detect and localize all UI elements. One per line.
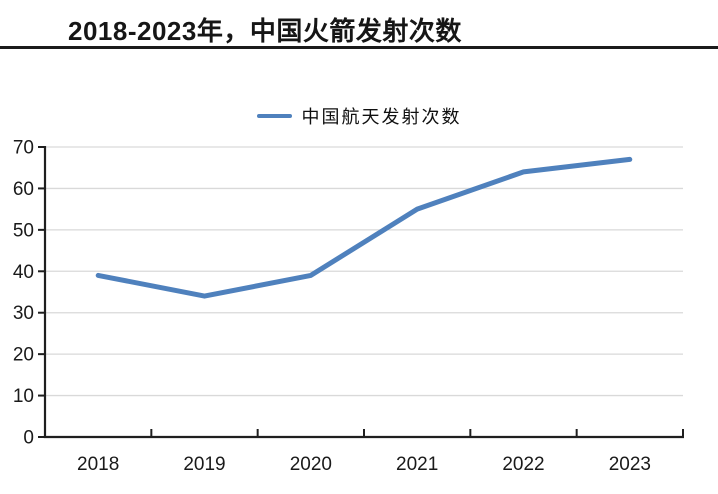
chart-title: 2018-2023年，中国火箭发射次数: [68, 16, 462, 46]
y-tick-label: 10: [13, 386, 34, 407]
x-tick-label: 2021: [396, 454, 438, 475]
x-tick-label: 2020: [290, 454, 332, 475]
title-divider: [0, 46, 718, 49]
x-tick-label: 2019: [183, 454, 225, 475]
y-tick-label: 50: [13, 220, 34, 241]
x-tick-label: 2022: [502, 454, 544, 475]
x-tick-label: 2018: [77, 454, 119, 475]
y-tick-label: 30: [13, 303, 34, 324]
legend-line-swatch: [256, 114, 292, 118]
legend: 中国航天发射次数: [0, 103, 718, 129]
y-tick-label: 0: [23, 428, 34, 449]
legend-label: 中国航天发射次数: [301, 107, 462, 127]
y-tick-label: 20: [13, 345, 34, 366]
y-tick-label: 60: [13, 179, 34, 200]
data-line: [95, 156, 633, 299]
y-tick-label: 40: [13, 262, 34, 283]
y-tick-label: 70: [13, 138, 34, 159]
x-tick-label: 2023: [609, 454, 651, 475]
